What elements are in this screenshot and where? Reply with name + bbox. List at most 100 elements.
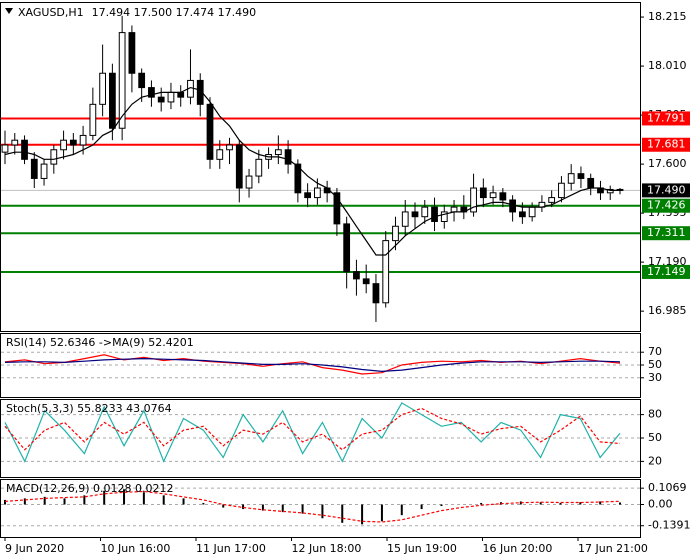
candle-body bbox=[479, 187, 487, 199]
pane-frame bbox=[0, 2, 641, 332]
candle bbox=[255, 149, 263, 184]
candle-body bbox=[304, 192, 312, 199]
level-label: 17.149 bbox=[647, 265, 686, 278]
candle bbox=[577, 166, 585, 189]
candle bbox=[284, 140, 292, 174]
candle bbox=[333, 188, 341, 236]
candle bbox=[11, 133, 19, 155]
level-label: 17.681 bbox=[647, 138, 686, 151]
candle-body bbox=[606, 188, 614, 194]
candle-body bbox=[255, 158, 263, 177]
candle bbox=[343, 216, 351, 289]
candle bbox=[558, 176, 565, 203]
candle-body bbox=[411, 211, 419, 218]
candle bbox=[499, 188, 507, 208]
candle bbox=[206, 97, 214, 169]
x-tick-label: 17 Jun 21:00 bbox=[578, 542, 648, 555]
candle bbox=[226, 137, 233, 165]
candle-body bbox=[548, 197, 556, 203]
candle bbox=[431, 197, 438, 232]
last-price-label: 17.490 bbox=[647, 183, 686, 196]
candle bbox=[60, 130, 67, 160]
y-tick-label: 16.985 bbox=[648, 304, 687, 317]
candle-body bbox=[40, 163, 48, 179]
candle-body bbox=[167, 91, 175, 103]
candle bbox=[40, 159, 48, 186]
candle-body bbox=[343, 223, 351, 273]
indicator-title: Stoch(5,3,3) 55.8233 43.0764 bbox=[6, 402, 172, 415]
level-tag bbox=[642, 198, 690, 213]
candle-body bbox=[108, 72, 116, 129]
candle-body bbox=[382, 240, 390, 304]
candle-body bbox=[148, 87, 155, 98]
x-tick-label: 11 Jun 17:00 bbox=[196, 542, 266, 555]
candle bbox=[108, 63, 116, 141]
candle-body bbox=[274, 149, 282, 156]
x-tick-label: 10 Jun 16:00 bbox=[101, 542, 171, 555]
candle-body bbox=[206, 103, 214, 160]
candle-body bbox=[235, 144, 243, 189]
candle-body bbox=[196, 79, 204, 105]
candle bbox=[440, 204, 448, 229]
candle bbox=[196, 73, 204, 117]
candle-body bbox=[79, 134, 87, 146]
chart-title: XAGUSD,H1 bbox=[18, 6, 84, 19]
y-tick-label: 20 bbox=[648, 454, 662, 467]
candle bbox=[30, 152, 38, 189]
candle-body bbox=[21, 139, 28, 160]
candle bbox=[304, 183, 312, 208]
candle bbox=[353, 259, 360, 296]
candle-body bbox=[138, 72, 146, 89]
candle-body bbox=[440, 211, 448, 222]
candle-body bbox=[313, 187, 321, 199]
pane-frame bbox=[0, 479, 641, 538]
candle bbox=[362, 264, 370, 294]
level-tag bbox=[642, 137, 690, 152]
candle-body bbox=[558, 182, 565, 199]
y-tick-label: 50 bbox=[648, 431, 662, 444]
candle-body bbox=[470, 187, 477, 213]
candle-body bbox=[69, 139, 77, 146]
indicator-line bbox=[4, 490, 621, 523]
y-tick-label: 80 bbox=[648, 408, 662, 421]
indicator-line bbox=[4, 86, 620, 256]
level-label: 17.791 bbox=[647, 111, 686, 124]
quote: 17.494 17.500 17.474 17.490 bbox=[92, 6, 256, 19]
candle-body bbox=[284, 149, 292, 165]
candle-body bbox=[50, 149, 58, 165]
candle-body bbox=[431, 206, 438, 222]
candle-body bbox=[577, 173, 585, 179]
y-tick-label: 0.1069 bbox=[648, 481, 687, 494]
candle-body bbox=[60, 139, 67, 151]
candle bbox=[411, 202, 419, 229]
candle-body bbox=[489, 192, 497, 199]
candle-body bbox=[518, 211, 526, 218]
candle-body bbox=[362, 278, 370, 285]
y-tick-label: -0.1391 bbox=[648, 519, 690, 532]
candle bbox=[128, 25, 136, 93]
level-tag bbox=[642, 264, 690, 279]
level-label: 17.311 bbox=[647, 226, 686, 239]
candle bbox=[518, 202, 526, 224]
y-tick-label: 17.600 bbox=[648, 157, 687, 170]
candle bbox=[118, 15, 126, 141]
candle bbox=[21, 135, 28, 165]
candle-body bbox=[1, 144, 9, 153]
candle bbox=[148, 80, 155, 107]
candle bbox=[470, 173, 477, 217]
indicator-line bbox=[4, 357, 621, 373]
candle bbox=[216, 140, 224, 169]
x-tick-label: 16 Jun 20:00 bbox=[483, 542, 553, 555]
candle-body bbox=[216, 149, 224, 160]
y-tick-label: 30 bbox=[648, 371, 662, 384]
candle-body bbox=[11, 139, 19, 146]
candle bbox=[245, 168, 253, 198]
level-tag bbox=[642, 111, 690, 126]
candle-body bbox=[177, 91, 185, 98]
candle-body bbox=[99, 72, 107, 105]
y-tick-label: 18.215 bbox=[648, 10, 687, 23]
indicator-line bbox=[4, 407, 621, 451]
candle-body bbox=[128, 32, 136, 74]
